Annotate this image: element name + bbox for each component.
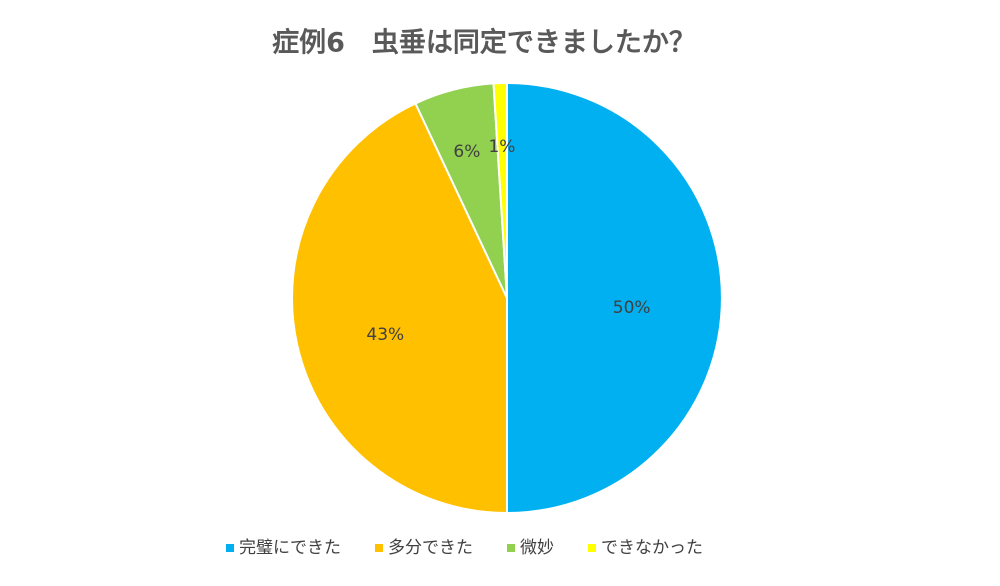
- pie-slice: [492, 81, 508, 299]
- chart-title: 症例6 虫垂は同定できましたか？: [272, 27, 696, 59]
- data-label: 50%: [613, 298, 651, 318]
- pie-slice: [506, 81, 723, 515]
- legend-label: 多分できた: [388, 538, 473, 558]
- legend-marker: [588, 544, 596, 552]
- legend-marker: [375, 544, 383, 552]
- legend-label: 完璧にできた: [239, 538, 341, 558]
- pie-slice: [291, 102, 508, 515]
- legend-marker: [507, 544, 515, 552]
- data-label: 6%: [453, 142, 480, 162]
- data-label: 43%: [366, 325, 404, 345]
- legend-label: できなかった: [601, 538, 703, 558]
- legend-label: 微妙: [520, 538, 554, 558]
- legend-marker: [226, 544, 234, 552]
- data-label: 1%: [488, 137, 515, 157]
